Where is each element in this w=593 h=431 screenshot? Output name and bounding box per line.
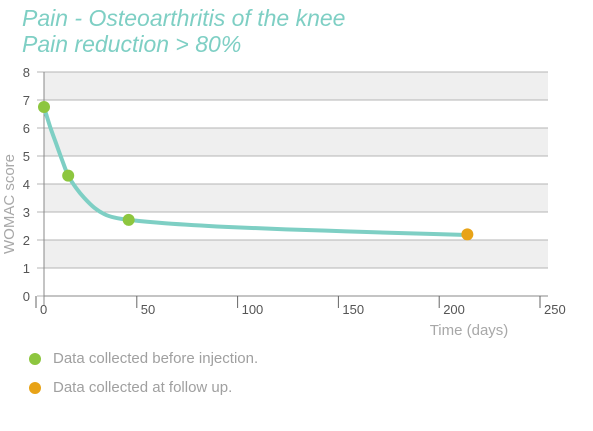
legend-dot-green — [29, 352, 41, 365]
chart-subtitle: Pain reduction > 80% — [22, 31, 242, 57]
legend-item-before-injection: Data collected before injection. — [29, 350, 258, 367]
legend-dot-orange — [29, 381, 41, 394]
chart-title: Pain - Osteoarthritis of the knee — [22, 5, 346, 31]
data-point-before-injection — [122, 213, 135, 226]
gridlines — [37, 71, 548, 297]
legend-label: Data collected before injection. — [53, 350, 259, 367]
data-point-follow-up — [461, 228, 474, 241]
background-bands — [44, 72, 548, 268]
grid-band — [44, 72, 548, 100]
x-tick-label: 250 — [544, 302, 566, 317]
womac-curve — [42, 105, 470, 237]
data-points — [38, 101, 474, 241]
legend-label: Data collected at follow up. — [53, 379, 233, 396]
data-point-before-injection — [38, 101, 50, 113]
y-tick-label: 5 — [23, 149, 30, 164]
y-tick-labels: 0 1 2 3 4 5 6 7 8 — [23, 65, 30, 304]
grid-band — [44, 184, 548, 212]
data-point-before-injection — [62, 169, 75, 182]
y-tick-label: 6 — [23, 121, 30, 136]
y-tick-label: 1 — [23, 261, 30, 276]
x-tick-label: 200 — [443, 302, 465, 317]
grid-band — [44, 240, 548, 268]
x-tick-label: 100 — [242, 302, 264, 317]
y-tick-label: 0 — [23, 289, 30, 304]
x-tick-label: 0 — [40, 302, 47, 317]
y-tick-label: 2 — [23, 233, 30, 248]
x-tick-label: 150 — [342, 302, 364, 317]
y-tick-label: 8 — [23, 65, 30, 80]
grid-band — [44, 128, 548, 156]
y-tick-label: 7 — [23, 93, 30, 108]
y-tick-label: 3 — [23, 205, 30, 220]
y-tick-label: 4 — [23, 177, 30, 192]
x-axis-label: Time (days) — [430, 322, 509, 339]
x-tick-labels: 0 50 100 150 200 250 — [40, 302, 566, 317]
x-tick-label: 50 — [141, 302, 155, 317]
legend-item-follow-up: Data collected at follow up. — [29, 379, 232, 396]
y-axis-label: WOMAC score — [1, 154, 18, 254]
